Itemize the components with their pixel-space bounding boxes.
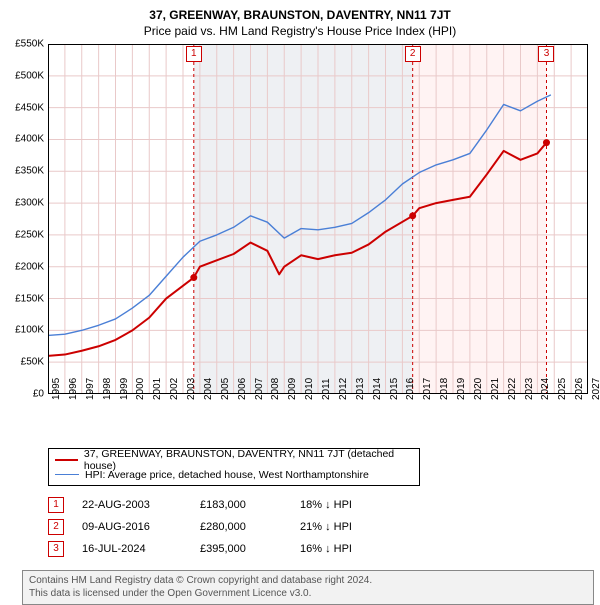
x-tick-label: 2025 (557, 378, 568, 400)
y-tick-label: £0 (33, 389, 44, 400)
chart-svg (48, 44, 588, 394)
y-tick-label: £550K (15, 39, 44, 50)
sale-price: £280,000 (200, 521, 300, 533)
sale-marker-icon: 2 (405, 46, 421, 62)
legend-label: HPI: Average price, detached house, West… (85, 469, 369, 481)
chart-title: 37, GREENWAY, BRAUNSTON, DAVENTRY, NN11 … (10, 8, 590, 22)
sale-marker-icon: 1 (186, 46, 202, 62)
x-tick-label: 2024 (540, 378, 551, 400)
y-tick-label: £100K (15, 325, 44, 336)
sale-row: 3 16-JUL-2024 £395,000 16% ↓ HPI (48, 538, 590, 560)
x-tick-label: 2007 (254, 378, 265, 400)
sale-pct: 16% ↓ HPI (300, 543, 400, 555)
x-tick-label: 2010 (304, 378, 315, 400)
x-tick-label: 2001 (152, 378, 163, 400)
y-tick-label: £250K (15, 229, 44, 240)
x-tick-label: 2018 (439, 378, 450, 400)
x-tick-label: 2014 (372, 378, 383, 400)
y-tick-label: £350K (15, 166, 44, 177)
footer-line: Contains HM Land Registry data © Crown c… (29, 575, 587, 588)
x-tick-label: 1999 (119, 378, 130, 400)
attribution-footer: Contains HM Land Registry data © Crown c… (22, 570, 594, 605)
x-tick-label: 2027 (591, 378, 600, 400)
x-tick-label: 2013 (355, 378, 366, 400)
x-tick-label: 1996 (68, 378, 79, 400)
legend-item: 37, GREENWAY, BRAUNSTON, DAVENTRY, NN11 … (55, 452, 413, 467)
x-tick-label: 2019 (456, 378, 467, 400)
x-tick-label: 2006 (237, 378, 248, 400)
footer-line: This data is licensed under the Open Gov… (29, 588, 587, 601)
sale-marker-icon: 3 (538, 46, 554, 62)
x-tick-label: 2008 (270, 378, 281, 400)
x-tick-label: 2003 (186, 378, 197, 400)
y-tick-label: £400K (15, 134, 44, 145)
sale-marker-icon: 3 (48, 541, 64, 557)
x-tick-label: 2022 (507, 378, 518, 400)
x-tick-label: 2026 (574, 378, 585, 400)
y-tick-label: £500K (15, 70, 44, 81)
sale-row: 1 22-AUG-2003 £183,000 18% ↓ HPI (48, 494, 590, 516)
y-tick-label: £300K (15, 198, 44, 209)
sale-price: £183,000 (200, 499, 300, 511)
x-tick-label: 1998 (102, 378, 113, 400)
x-tick-label: 2017 (422, 378, 433, 400)
sale-date: 09-AUG-2016 (82, 521, 200, 533)
legend-swatch (55, 474, 79, 475)
sale-price: £395,000 (200, 543, 300, 555)
x-tick-label: 2023 (524, 378, 535, 400)
y-tick-label: £450K (15, 102, 44, 113)
x-tick-label: 2009 (287, 378, 298, 400)
x-tick-label: 2016 (405, 378, 416, 400)
sale-row: 2 09-AUG-2016 £280,000 21% ↓ HPI (48, 516, 590, 538)
chart-plot: £0£50K£100K£150K£200K£250K£300K£350K£400… (48, 44, 588, 394)
sale-marker-icon: 1 (48, 497, 64, 513)
x-tick-label: 2000 (135, 378, 146, 400)
x-tick-label: 2005 (220, 378, 231, 400)
y-tick-label: £50K (21, 357, 44, 368)
y-tick-label: £200K (15, 261, 44, 272)
x-tick-label: 1997 (85, 378, 96, 400)
legend-swatch (55, 459, 78, 461)
x-tick-label: 2015 (389, 378, 400, 400)
sale-pct: 21% ↓ HPI (300, 521, 400, 533)
chart-subtitle: Price paid vs. HM Land Registry's House … (10, 24, 590, 38)
sales-table: 1 22-AUG-2003 £183,000 18% ↓ HPI 2 09-AU… (48, 494, 590, 560)
x-tick-label: 2004 (203, 378, 214, 400)
sale-pct: 18% ↓ HPI (300, 499, 400, 511)
y-tick-label: £150K (15, 293, 44, 304)
x-tick-label: 2002 (169, 378, 180, 400)
sale-marker-icon: 2 (48, 519, 64, 535)
x-tick-label: 1995 (51, 378, 62, 400)
sale-date: 16-JUL-2024 (82, 543, 200, 555)
x-tick-label: 2011 (321, 378, 332, 400)
legend-item: HPI: Average price, detached house, West… (55, 467, 413, 482)
legend: 37, GREENWAY, BRAUNSTON, DAVENTRY, NN11 … (48, 448, 420, 486)
x-tick-label: 2012 (338, 378, 349, 400)
sale-date: 22-AUG-2003 (82, 499, 200, 511)
x-tick-label: 2020 (473, 378, 484, 400)
x-tick-label: 2021 (490, 378, 501, 400)
